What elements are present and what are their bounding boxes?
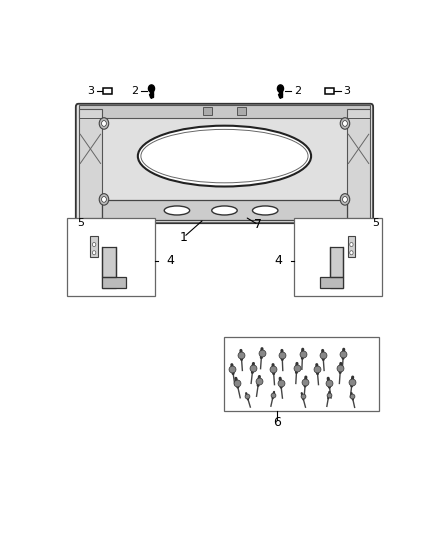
FancyArrow shape (279, 91, 282, 97)
Bar (90, 236, 98, 257)
Bar (78, 109, 102, 218)
Bar (103, 87, 112, 94)
Bar (237, 107, 246, 115)
Bar (224, 337, 379, 411)
Circle shape (343, 197, 347, 202)
FancyBboxPatch shape (75, 103, 374, 224)
Circle shape (99, 193, 109, 205)
Circle shape (340, 118, 350, 129)
Text: 3: 3 (343, 86, 350, 95)
Circle shape (92, 243, 96, 247)
Ellipse shape (252, 206, 278, 215)
Bar (325, 87, 334, 94)
Bar (78, 105, 371, 118)
Text: 2: 2 (294, 86, 301, 95)
Text: 7: 7 (254, 219, 262, 231)
Circle shape (92, 251, 96, 255)
Bar (203, 107, 212, 115)
Text: 6: 6 (273, 416, 281, 429)
Bar (102, 200, 347, 220)
Bar (330, 247, 343, 288)
Circle shape (350, 243, 353, 247)
Circle shape (343, 120, 347, 126)
Text: 2: 2 (131, 86, 138, 95)
Bar (348, 236, 355, 257)
Bar (102, 277, 126, 288)
Circle shape (340, 193, 350, 205)
Bar (294, 218, 382, 296)
Circle shape (102, 197, 106, 202)
Text: 3: 3 (87, 86, 94, 95)
FancyArrow shape (151, 91, 152, 97)
Text: 1: 1 (180, 231, 187, 244)
Bar (346, 109, 371, 218)
Circle shape (277, 85, 283, 92)
Text: 4: 4 (275, 254, 283, 268)
Text: 5: 5 (77, 218, 84, 228)
Text: 4: 4 (166, 254, 174, 268)
Ellipse shape (138, 126, 311, 187)
Ellipse shape (212, 206, 237, 215)
Bar (67, 218, 155, 296)
Circle shape (148, 85, 155, 92)
Bar (102, 247, 116, 288)
Circle shape (350, 251, 353, 255)
Ellipse shape (164, 206, 190, 215)
Text: 5: 5 (372, 218, 379, 228)
Circle shape (99, 118, 109, 129)
Circle shape (102, 120, 106, 126)
Bar (319, 277, 343, 288)
